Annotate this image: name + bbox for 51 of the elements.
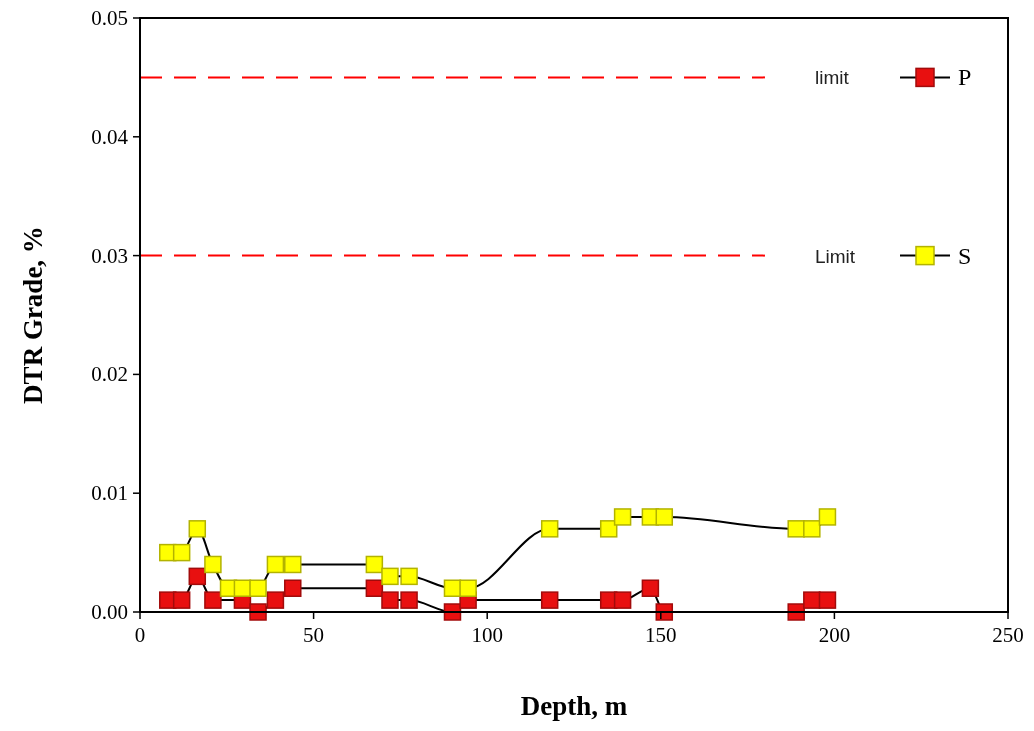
point [188,567,207,586]
x-tick-label: 200 [818,623,851,647]
point [655,603,674,621]
point [613,508,632,526]
point [613,591,632,609]
y-tick-label: 0.03 [91,243,128,268]
x-tick-label: 250 [992,623,1024,647]
legend-label: P [958,64,972,91]
point [655,508,674,526]
point [540,591,559,609]
point [365,555,384,574]
point [400,567,418,586]
y-tick-label: 0.02 [91,362,128,387]
point [803,591,821,609]
point [249,603,267,621]
point [381,591,399,609]
point [803,520,821,538]
point [204,591,222,609]
x-tick-label: 100 [471,623,503,647]
y-axis-title: DTR Grade, % [18,226,48,404]
point [818,508,837,526]
point [284,555,302,574]
x-tick-label: 50 [303,623,325,647]
point [172,543,191,562]
y-tick-label: 0.00 [91,600,128,624]
point [266,555,285,574]
point [266,591,285,609]
point [381,567,399,586]
point [787,603,805,621]
point [787,520,805,538]
point [249,579,267,597]
point [641,579,660,597]
point [365,579,384,597]
point [172,591,191,609]
point [284,579,302,597]
legend-label: S [958,242,972,269]
point [188,520,207,538]
point [599,520,618,538]
y-tick-label: 0.01 [91,481,128,506]
x-tick-label: 0 [134,623,146,647]
x-tick-label: 150 [645,623,677,647]
point [400,591,418,609]
point [540,520,559,538]
point [818,591,837,609]
y-tick-label: 0.04 [91,124,129,149]
ref-line-label: Limit [814,245,856,267]
y-tick-label: 0.05 [91,6,128,30]
point [204,555,222,574]
ref-line-label: limit [814,67,850,89]
point [459,579,477,597]
x-axis-title: Depth, m [520,691,628,721]
